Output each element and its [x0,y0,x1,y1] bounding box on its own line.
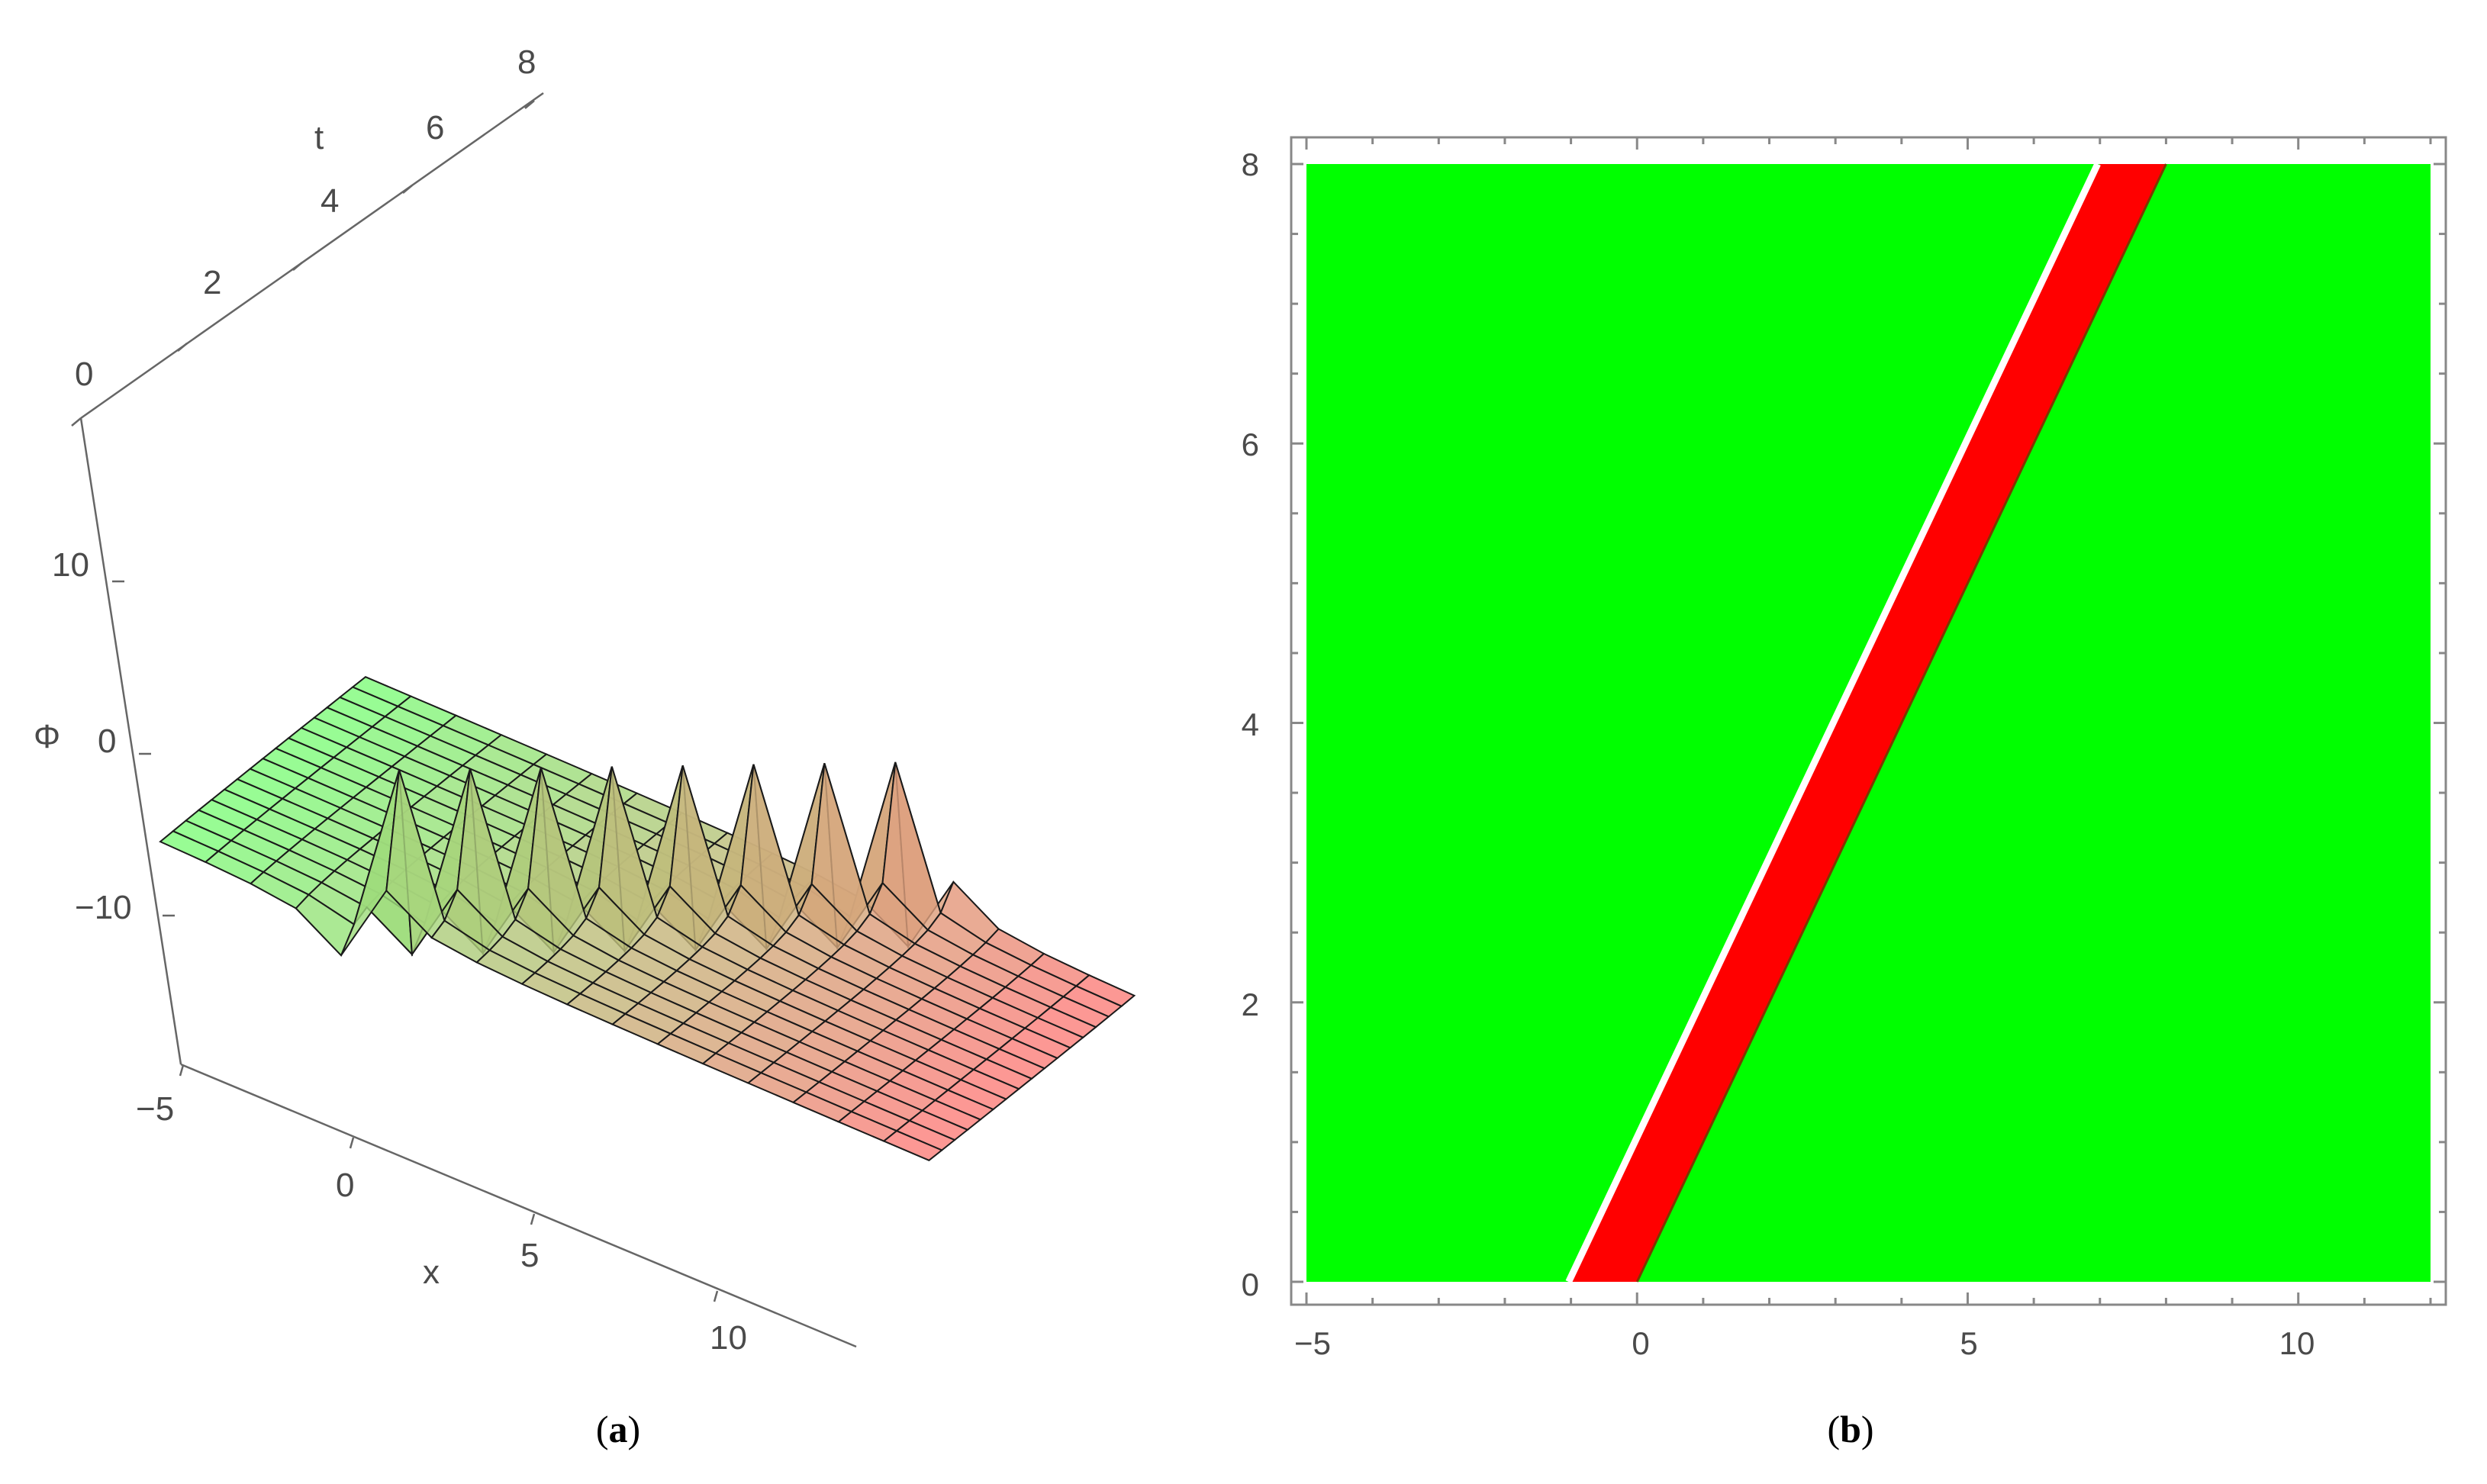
t-tick-label: 2 [203,264,221,301]
x-axis-line [180,1063,857,1348]
x-tick-label: −5 [136,1090,174,1128]
x-tick-label: 10 [2279,1325,2315,1361]
y-tick-label: 6 [1242,427,1259,462]
t-tick-label: 8 [517,43,536,81]
t-tick-mark [292,262,303,271]
surface-plot [159,676,1136,1161]
x-tick-label: 0 [1632,1325,1649,1361]
t-axis-line [80,92,544,420]
t-tick-label: 0 [75,356,93,393]
t-axis-label: t [314,119,324,156]
panel-label-a: (a) [596,1408,640,1450]
x-tick-label: 5 [1960,1325,1977,1361]
y-tick-label: 8 [1242,146,1259,182]
x-tick-label: 0 [336,1167,354,1204]
y-tick-label: 2 [1242,987,1259,1022]
t-tick-mark [177,343,188,352]
phi-axis-label: Φ [34,718,60,755]
t-tick-mark [402,185,413,194]
x-tick-mark [179,1064,185,1077]
phi-axis-line [79,417,182,1065]
surface-patch [882,1130,944,1161]
t-tick-mark [524,100,535,109]
plot-frame [1290,136,2447,1306]
y-tick-label: 4 [1242,707,1259,742]
y-tick-label: 0 [1242,1267,1259,1302]
panel-b-density-plot: 0 2 4 6 8 −5 0 5 10 (b) [1242,136,2447,1450]
panel-a-3d-surface: t x Φ 0 2 4 6 8 10 0 −10 −5 0 5 10 (a) [34,43,1136,1450]
axes-3d [71,92,857,1348]
x-tick-label: −5 [1294,1325,1331,1361]
axis-ticks [1291,137,2446,1305]
right-green-region [1637,164,2431,1282]
t-tick-label: 4 [321,182,339,220]
phi-tick-label: −10 [75,889,132,926]
x-tick-label: 10 [710,1319,747,1357]
phi-tick-label: 0 [98,723,116,760]
soliton-band [1570,164,2166,1282]
x-tick-mark [349,1137,355,1149]
x-tick-mark [713,1290,719,1302]
x-tick-label: 5 [520,1237,539,1274]
x-axis-label: x [423,1254,440,1291]
x-tick-mark [530,1213,536,1225]
t-tick-mark [71,417,82,427]
phi-tick-label: 10 [52,546,89,584]
left-green-region [1306,164,2100,1282]
panel-label-b: (b) [1827,1408,1873,1450]
band-dark-edge [1635,163,2167,1283]
band-white-edge [1565,163,2101,1283]
t-tick-label: 6 [426,109,444,146]
